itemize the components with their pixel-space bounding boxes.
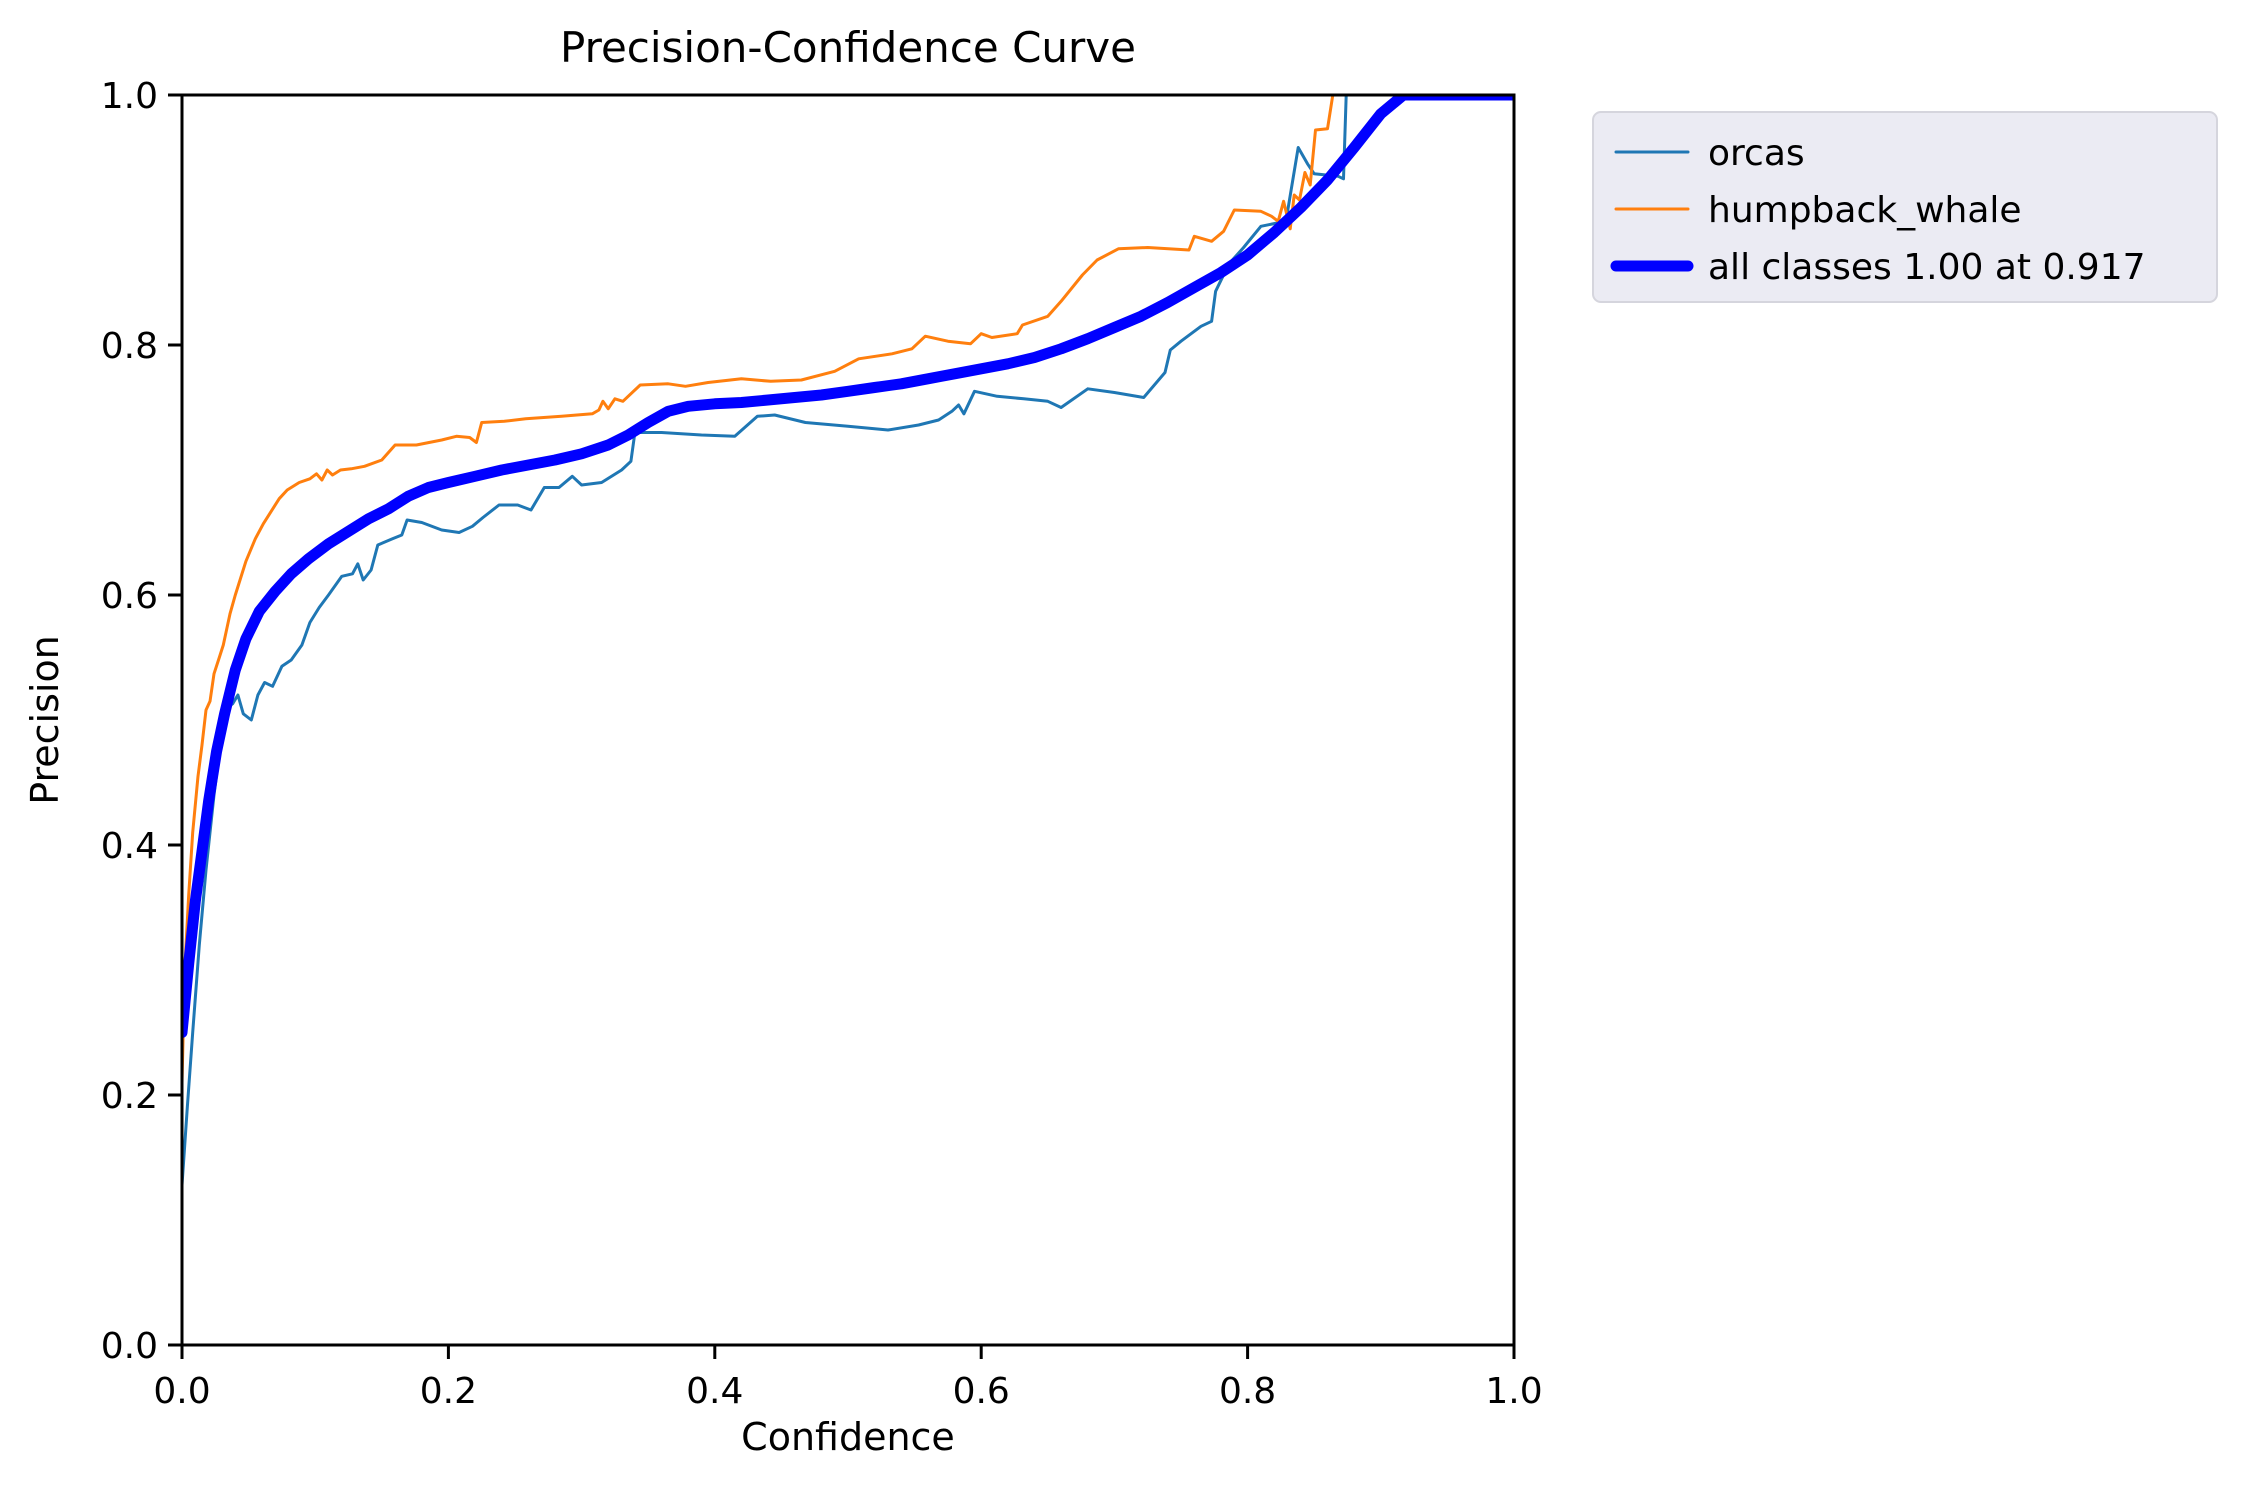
curves-layer <box>182 95 1514 1187</box>
x-tick-label: 0.6 <box>953 1371 1010 1412</box>
legend-label-all-classes-1-00-at-0-917: all classes 1.00 at 0.917 <box>1708 247 2146 288</box>
legend-box <box>1592 111 2218 303</box>
legend-label-orcas: orcas <box>1708 133 1805 174</box>
y-axis-ticks: 0.0 0.2 0.4 0.6 0.8 1.0 <box>101 76 182 1367</box>
chart-title: Precision-Confidence Curve <box>560 23 1136 72</box>
x-axis-label: Confidence <box>741 1415 955 1459</box>
x-tick-label: 1.0 <box>1485 1371 1542 1412</box>
curve-orcas <box>182 95 1514 1187</box>
x-axis-ticks: 0.0 0.2 0.4 0.6 0.8 1.0 <box>153 1345 1543 1412</box>
curve-all-classes-1-00-at-0-917 <box>182 95 1514 1038</box>
x-tick-label: 0.4 <box>686 1371 743 1412</box>
y-tick-label: 0.8 <box>101 326 158 367</box>
x-tick-label: 0.8 <box>1219 1371 1276 1412</box>
legend-label-humpback-whale: humpback_whale <box>1708 190 2022 231</box>
y-axis-label: Precision <box>23 635 67 805</box>
x-tick-label: 0.2 <box>420 1371 477 1412</box>
y-tick-label: 0.0 <box>101 1326 158 1367</box>
y-tick-label: 1.0 <box>101 76 158 117</box>
y-tick-label: 0.4 <box>101 826 158 867</box>
axes-frame <box>180 93 1516 1347</box>
x-tick-label: 0.0 <box>153 1371 210 1412</box>
y-tick-label: 0.6 <box>101 576 158 617</box>
curve-humpback-whale <box>182 95 1514 1084</box>
y-tick-label: 0.2 <box>101 1076 158 1117</box>
